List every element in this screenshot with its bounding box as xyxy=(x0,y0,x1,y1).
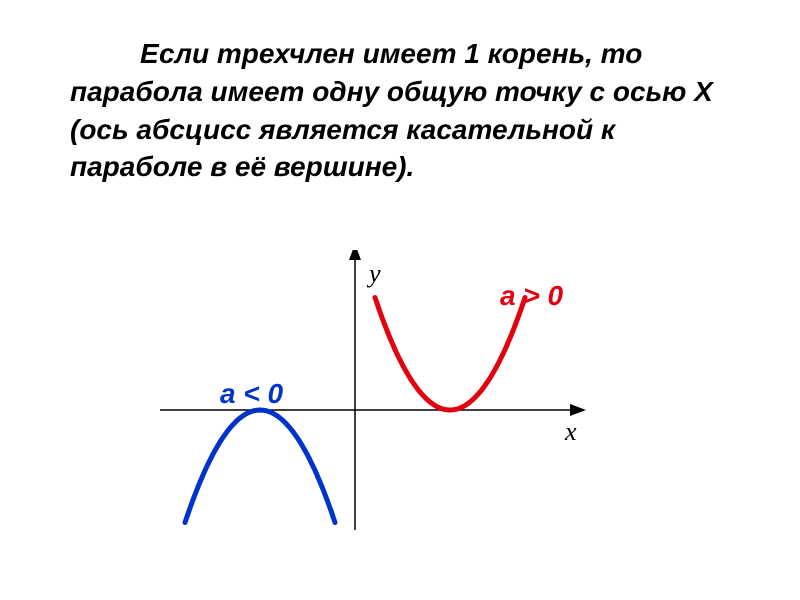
label-a-positive: а > 0 xyxy=(500,280,563,312)
parabola-negative-a xyxy=(185,410,335,523)
label-a-negative: а < 0 xyxy=(220,378,283,410)
description-line: Если трехчлен имеет 1 корень, то парабол… xyxy=(70,35,730,186)
parabola-chart: y х xyxy=(150,250,650,570)
chart-svg: y х xyxy=(150,250,650,570)
x-axis-label: х xyxy=(564,417,577,446)
y-axis-label: y xyxy=(366,259,381,288)
description-text: Если трехчлен имеет 1 корень, то парабол… xyxy=(70,35,730,186)
parabola-positive-a xyxy=(375,298,525,411)
page-root: Если трехчлен имеет 1 корень, то парабол… xyxy=(0,0,800,600)
